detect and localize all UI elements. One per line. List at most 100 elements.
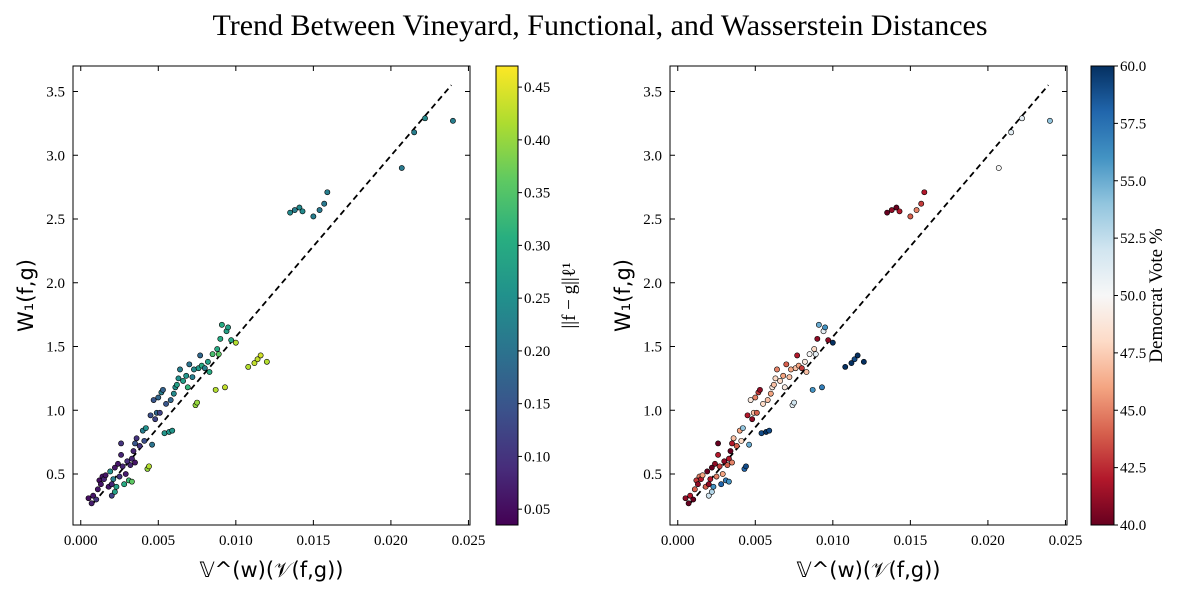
scatter-point — [729, 459, 735, 466]
scatter-point — [102, 472, 109, 479]
scatter-point — [829, 339, 836, 346]
scatter-point — [122, 471, 129, 477]
colorbar-tick-label: 0.40 — [524, 133, 550, 149]
scatter-point — [263, 358, 270, 365]
scatter-point — [170, 390, 177, 397]
right-scatter-panel: 0.000 0.005 0.010 0.015 0.020 0.025 0.5 1.0 1.5 2… — [611, 59, 1167, 582]
scatter-point — [746, 441, 752, 448]
y-axis-label: W₁(f,g) — [14, 259, 38, 332]
colorbar-tick-label: 42.5 — [1120, 461, 1146, 477]
x-tick-label: 0.000 — [64, 533, 98, 549]
x-tick-label: 0.000 — [661, 533, 695, 549]
x-tick-label: 0.010 — [219, 533, 253, 549]
scatter-point — [324, 189, 331, 196]
scatter-point — [232, 339, 239, 346]
y-tick-label: 3.5 — [643, 85, 662, 101]
scatter-point — [713, 473, 720, 480]
scatter-point — [205, 358, 211, 365]
trend-line — [92, 84, 453, 504]
scatter-point — [111, 488, 118, 495]
scatter-point — [884, 209, 891, 216]
scatter-point — [152, 416, 159, 423]
scatter-point — [724, 462, 731, 468]
scatter-point — [707, 476, 714, 482]
scatter-point — [753, 409, 760, 416]
scatter-point — [774, 366, 780, 373]
scatter-point — [819, 384, 825, 391]
y-tick-label: 1.0 — [643, 403, 662, 419]
scatter-point — [860, 358, 867, 365]
colorbar-tick-label: 0.35 — [524, 186, 550, 202]
y-tick-label: 3.5 — [46, 85, 65, 101]
scatter-point — [721, 458, 728, 465]
colorbar-tick-label: 55.0 — [1120, 174, 1146, 190]
scatter-point — [321, 200, 328, 207]
scatter-point — [228, 337, 235, 344]
scatter-point — [691, 486, 698, 493]
scatter-point — [155, 394, 162, 401]
figure-title: Trend Between Vineyard, Functional, and … — [212, 9, 987, 42]
scatter-point — [718, 481, 725, 488]
scatter-point — [822, 324, 828, 331]
scatter-point — [183, 372, 190, 379]
scatter-point — [206, 369, 213, 375]
scatter-point — [766, 427, 773, 434]
scatter-point — [854, 352, 861, 359]
scatter-point — [783, 361, 790, 368]
x-tick-label: 0.005 — [738, 533, 772, 549]
x-tick-label: 0.005 — [141, 533, 175, 549]
x-tick-label: 0.025 — [1049, 533, 1083, 549]
y-tick-label: 2.5 — [46, 212, 65, 228]
scatter-point — [141, 437, 148, 444]
scatter-point — [132, 440, 138, 447]
colorbar-tick-label: 52.5 — [1120, 231, 1146, 247]
scatter-point — [739, 425, 746, 431]
scatter-point — [848, 360, 855, 366]
left-scatter-panel: 0.000 0.005 0.010 0.015 0.020 0.025 0.5 1.0 1.5 2… — [14, 65, 580, 582]
colorbar-tick-label: 0.25 — [524, 291, 550, 307]
x-tick-label: 0.015 — [893, 533, 927, 549]
scatter-point — [780, 372, 787, 379]
scatter-point — [786, 374, 793, 380]
scatter-point — [791, 399, 797, 406]
y-tick-label: 0.5 — [46, 467, 65, 483]
scatter-point — [682, 495, 689, 502]
scatter-point — [842, 363, 849, 370]
scatter-point — [94, 486, 101, 493]
scatter-point — [1019, 115, 1025, 122]
colorbar-tick-label: 50.0 — [1120, 289, 1146, 305]
y-tick-label: 1.5 — [46, 340, 65, 356]
y-tick-label: 3.0 — [46, 148, 65, 164]
scatter-point — [705, 492, 712, 499]
scatter-point — [257, 352, 264, 359]
x-tick-label: 0.015 — [296, 533, 330, 549]
scatter-point — [764, 397, 771, 403]
scatter-point — [98, 481, 104, 488]
scatter-point — [699, 472, 706, 479]
scatter-point — [169, 427, 176, 434]
scatter-point — [215, 351, 222, 358]
scatter-point — [119, 463, 126, 470]
scatter-point — [749, 416, 756, 423]
scatter-point — [450, 117, 456, 124]
scatter-point — [803, 369, 810, 375]
scatter-point — [124, 458, 131, 465]
scatter-point — [811, 346, 818, 352]
scatter-point — [310, 213, 317, 220]
scatter-point — [687, 492, 694, 499]
scatter-point — [715, 440, 721, 447]
x-tick-label: 0.010 — [816, 533, 850, 549]
y-tick-label: 3.0 — [643, 148, 662, 164]
scatter-point — [222, 384, 228, 391]
colorbar-tick-label: 0.20 — [524, 344, 550, 360]
colorbar-tick-label: 0.10 — [524, 449, 550, 465]
scatter-point — [712, 460, 718, 467]
scatter-point — [825, 337, 832, 344]
scatter-point — [217, 335, 224, 342]
scatter-point — [708, 488, 715, 495]
colorbar-tick-label: 57.5 — [1120, 116, 1146, 132]
scatter-point — [771, 381, 777, 388]
scatter-point — [129, 455, 135, 462]
y-tick-label: 2.0 — [643, 276, 662, 292]
scatter-point — [251, 360, 258, 366]
